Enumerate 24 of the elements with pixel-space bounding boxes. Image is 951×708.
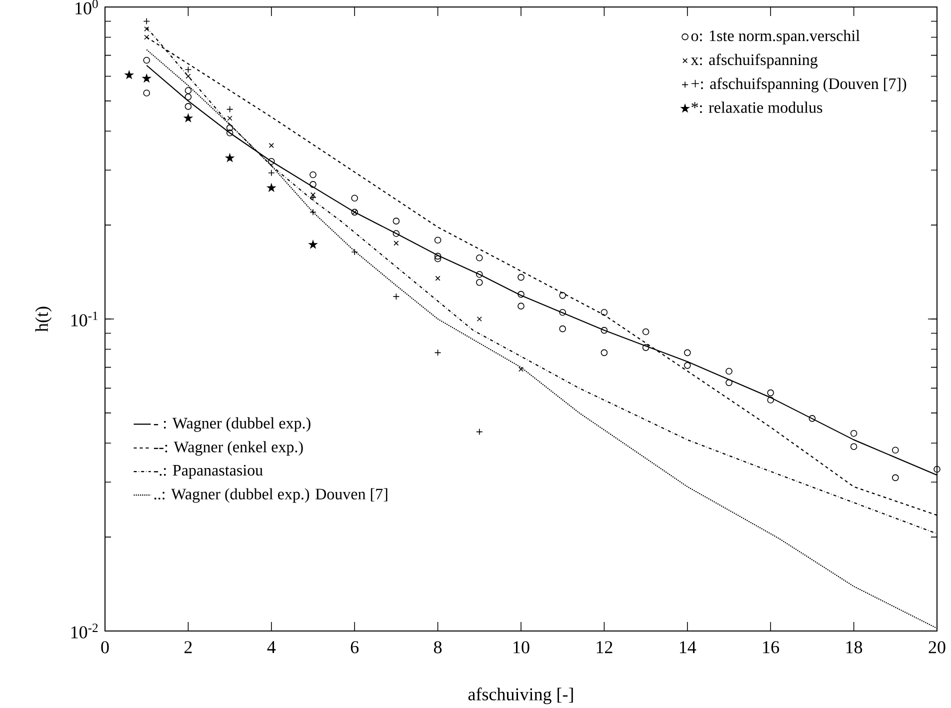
x-tick-label: 12 bbox=[596, 641, 612, 654]
y-axis-title: h(t) bbox=[35, 306, 52, 332]
x-tick-label: 14 bbox=[680, 641, 696, 654]
legend-label: -.: Papanastasiou bbox=[154, 464, 263, 479]
x-tick-label: 8 bbox=[434, 641, 442, 654]
y-tick-label: 10$^{-1}$ bbox=[71, 312, 98, 326]
legend-label: - : Wagner (dubbel exp.) bbox=[154, 417, 310, 432]
legend-label: o: 1ste norm.span.verschil bbox=[691, 30, 860, 44]
x-tick-label: 10 bbox=[514, 641, 530, 654]
legend-label: ..: Wagner (dubbel exp.) Douven [7] bbox=[154, 488, 388, 503]
x-tick-label: 18 bbox=[846, 641, 862, 654]
x-tick-label: 16 bbox=[763, 641, 780, 654]
legend-label: +: afschuifspanning (Douven [7]) bbox=[692, 78, 906, 92]
x-tick-label: 0 bbox=[101, 641, 109, 654]
x-axis-title: afschuiving [-] bbox=[468, 688, 573, 704]
legend-label: --: Wagner (enkel exp.) bbox=[154, 441, 303, 456]
y-tick-label: 10$^{0}$ bbox=[76, 0, 98, 14]
x-tick-label: 4 bbox=[267, 641, 276, 654]
x-tick-label: 6 bbox=[350, 641, 359, 654]
y-tick-label: 10$^{-2}$ bbox=[71, 624, 98, 638]
legend-label: *: relaxatie modulus bbox=[692, 102, 822, 113]
legend-label: x: afschuifspanning bbox=[690, 54, 818, 68]
x-tick-label: 2 bbox=[184, 641, 192, 654]
x-tick-label: 20 bbox=[928, 641, 946, 654]
